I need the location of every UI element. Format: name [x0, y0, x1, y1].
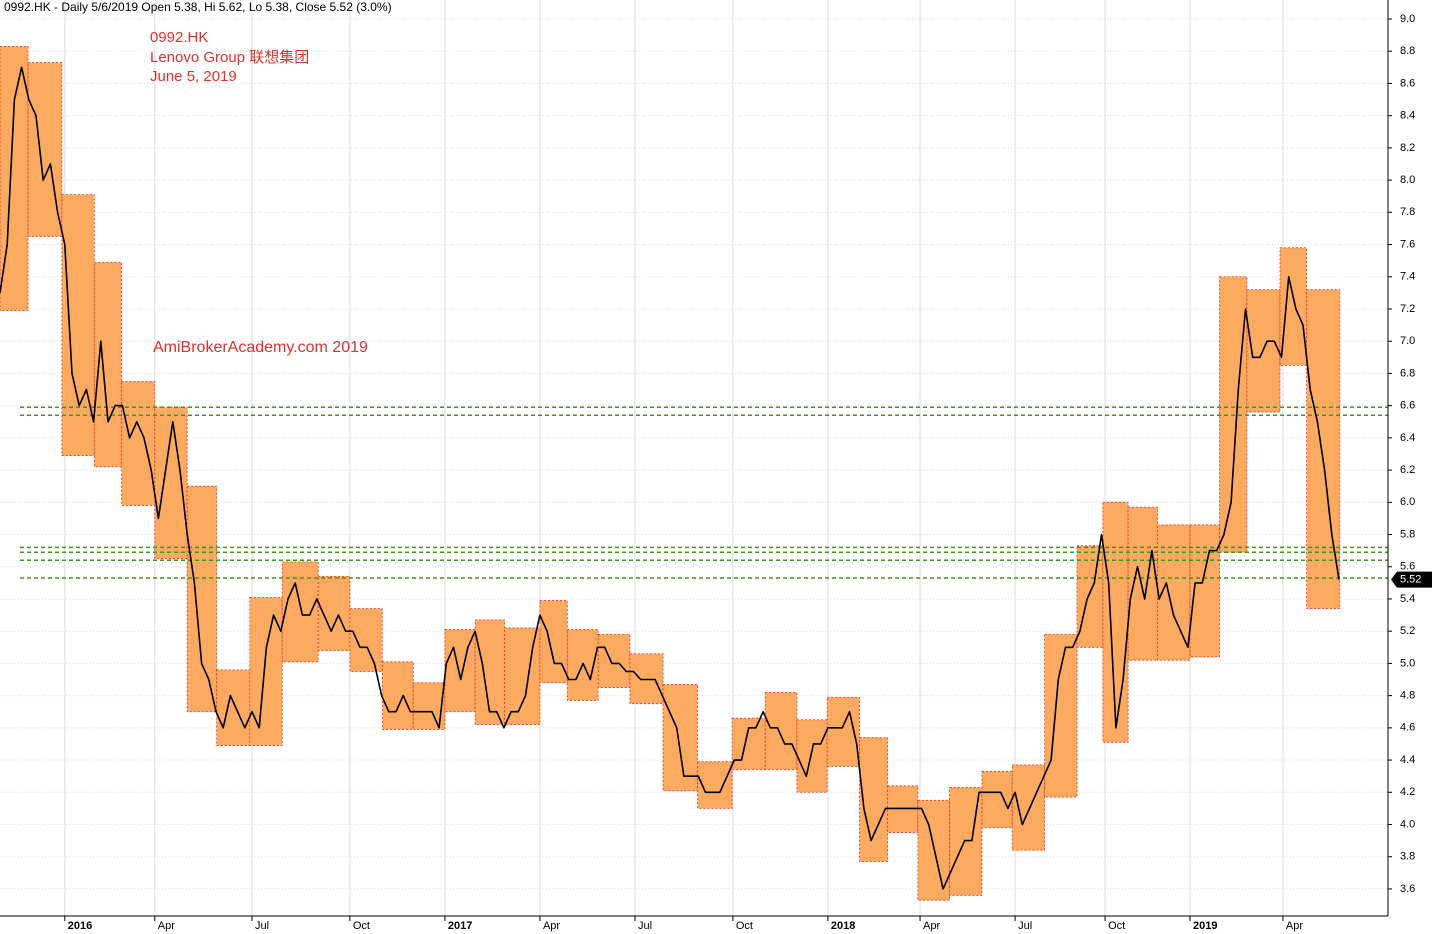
- y-tick-label: 4.0: [1400, 818, 1415, 830]
- x-tick-label: 2016: [68, 920, 92, 932]
- x-tick-label: Apr: [543, 920, 560, 932]
- range-box: [1279, 247, 1308, 366]
- y-tick-label: 5.6: [1400, 561, 1415, 573]
- x-tick-label: Jul: [1018, 920, 1032, 932]
- x-tick-label: Oct: [353, 920, 370, 932]
- y-tick-label: 7.2: [1400, 303, 1415, 315]
- y-tick-label: 4.4: [1400, 754, 1415, 766]
- y-tick-label: 4.6: [1400, 722, 1415, 734]
- y-tick-label: 6.4: [1400, 432, 1415, 444]
- x-tick-label: Oct: [736, 920, 753, 932]
- y-tick-label: 6.2: [1400, 464, 1415, 476]
- range-box: [186, 485, 218, 713]
- x-tick-label: Apr: [1286, 920, 1303, 932]
- y-tick-label: 5.8: [1400, 528, 1415, 540]
- y-tick-label: 5.0: [1400, 657, 1415, 669]
- range-box: [1011, 764, 1045, 851]
- annotation: 0992.HK: [150, 29, 208, 46]
- range-box: [764, 691, 798, 771]
- x-tick-label: Jul: [638, 920, 652, 932]
- range-box: [662, 683, 698, 792]
- y-tick-label: 9.0: [1400, 13, 1415, 25]
- y-tick-label: 3.8: [1400, 851, 1415, 863]
- y-tick-label: 8.6: [1400, 77, 1415, 89]
- x-tick-label: Jul: [255, 920, 269, 932]
- x-tick-label: Oct: [1108, 920, 1125, 932]
- range-box: [597, 634, 631, 688]
- range-box: [381, 661, 414, 730]
- y-tick-label: 7.4: [1400, 271, 1415, 283]
- range-box: [216, 669, 251, 746]
- range-box: [349, 608, 383, 672]
- range-box: [249, 596, 283, 746]
- y-tick-label: 8.4: [1400, 110, 1415, 122]
- labels: 0992.HK - Daily 5/6/2019 Open 5.38, Hi 5…: [4, 0, 1432, 932]
- range-box: [281, 561, 319, 663]
- last-value-label: 5.52: [1400, 574, 1421, 586]
- range-box: [61, 194, 95, 456]
- y-tick-label: 7.0: [1400, 335, 1415, 347]
- x-tick-label: Apr: [923, 920, 940, 932]
- annotation: Lenovo Group 联想集团: [150, 49, 309, 66]
- y-tick-label: 7.8: [1400, 206, 1415, 218]
- y-tick-label: 6.6: [1400, 400, 1415, 412]
- y-tick-label: 6.8: [1400, 367, 1415, 379]
- y-tick-label: 4.8: [1400, 690, 1415, 702]
- range-box: [731, 717, 766, 771]
- range-box: [1127, 506, 1159, 661]
- range-box: [859, 737, 889, 862]
- range-box: [1044, 634, 1078, 798]
- annotation: June 5, 2019: [150, 68, 237, 85]
- grid: [0, 0, 1388, 916]
- range-box: [697, 761, 733, 809]
- annotation: AmiBrokerAcademy.com 2019: [153, 339, 368, 356]
- price-line: [0, 66, 1340, 890]
- chart-title: 0992.HK - Daily 5/6/2019 Open 5.38, Hi 5…: [4, 0, 392, 14]
- x-tick-label: Apr: [158, 920, 175, 932]
- range-box: [539, 600, 568, 684]
- x-tick-label: 2017: [448, 920, 472, 932]
- y-tick-label: 8.0: [1400, 174, 1415, 186]
- range-box: [474, 619, 506, 726]
- range-box: [796, 719, 828, 793]
- axes: [0, 0, 1392, 921]
- x-tick-label: 2018: [831, 920, 855, 932]
- levels: [20, 406, 1388, 579]
- y-tick-label: 3.6: [1400, 883, 1415, 895]
- y-tick-label: 5.2: [1400, 625, 1415, 637]
- range-box: [0, 45, 29, 311]
- range-box: [1306, 289, 1341, 610]
- range-box: [121, 381, 156, 506]
- range-box: [1219, 276, 1248, 553]
- y-tick-label: 4.2: [1400, 786, 1415, 798]
- y-tick-label: 8.8: [1400, 45, 1415, 57]
- y-tick-label: 8.2: [1400, 142, 1415, 154]
- price-line: [0, 66, 1340, 890]
- range-box: [981, 770, 1013, 829]
- last-value-box: [1391, 571, 1432, 588]
- y-tick-label: 5.4: [1400, 593, 1415, 605]
- y-tick-label: 7.6: [1400, 238, 1415, 250]
- range-box: [504, 627, 541, 726]
- x-tick-label: 2019: [1193, 920, 1217, 932]
- y-tick-label: 6.0: [1400, 496, 1415, 508]
